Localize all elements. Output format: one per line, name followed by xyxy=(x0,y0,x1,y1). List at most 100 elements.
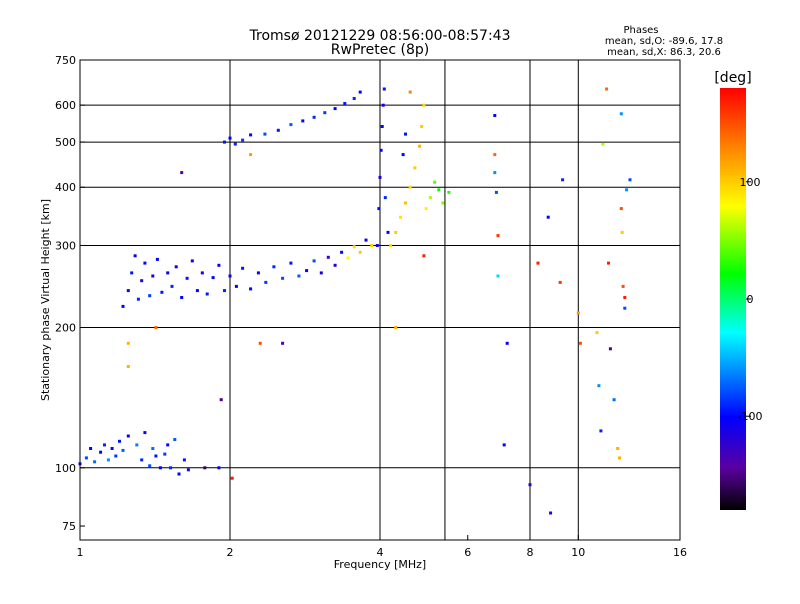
data-point xyxy=(619,207,623,211)
data-point xyxy=(203,466,207,470)
data-point xyxy=(493,114,497,117)
data-point xyxy=(110,447,114,450)
data-point xyxy=(358,250,362,254)
data-point xyxy=(301,119,305,123)
data-point xyxy=(605,87,609,91)
data-point xyxy=(382,87,386,91)
data-point xyxy=(326,255,330,259)
data-point xyxy=(272,265,276,269)
data-point xyxy=(408,90,412,94)
data-point xyxy=(166,271,170,275)
x-tick-label: 6 xyxy=(464,546,471,559)
data-point xyxy=(383,196,387,200)
data-point xyxy=(418,144,421,148)
data-point xyxy=(413,166,417,170)
data-point xyxy=(625,188,629,192)
data-point xyxy=(370,244,374,247)
data-point xyxy=(151,274,155,278)
colorbar-unit-label: [deg] xyxy=(714,70,751,86)
data-point xyxy=(597,384,601,388)
data-point xyxy=(186,468,190,472)
data-points xyxy=(78,87,632,515)
data-point xyxy=(211,276,215,280)
data-point xyxy=(118,439,121,443)
data-point xyxy=(623,296,627,299)
data-point xyxy=(190,259,194,263)
data-point xyxy=(323,111,327,115)
data-point xyxy=(126,341,130,345)
data-point xyxy=(217,466,221,470)
data-point xyxy=(620,230,624,234)
data-point xyxy=(174,265,178,269)
data-point xyxy=(447,190,451,194)
y-tick-label: 100 xyxy=(55,462,76,475)
data-point xyxy=(399,215,403,219)
data-point xyxy=(160,290,164,294)
y-axis-label: Stationary phase Virtual Height [km] xyxy=(39,199,52,401)
data-point xyxy=(496,274,500,278)
data-point xyxy=(126,365,130,368)
data-point xyxy=(437,188,441,192)
chart-subtitle: RwPretec (8p) xyxy=(331,42,429,58)
data-point xyxy=(166,443,170,447)
chart-title: Tromsø 20121229 08:56:00-08:57:43 xyxy=(249,28,511,44)
data-point xyxy=(401,153,405,157)
data-point xyxy=(177,472,181,476)
data-point xyxy=(281,276,285,280)
data-point xyxy=(494,190,498,194)
data-point xyxy=(263,132,267,136)
data-point xyxy=(528,483,532,487)
stats-x-mode: mean, sd,X: 86.3, 20.6 xyxy=(607,47,721,58)
colorbar-tick-label: 100 xyxy=(740,176,761,189)
data-point xyxy=(305,269,309,273)
data-point xyxy=(380,125,384,128)
data-point xyxy=(619,112,623,116)
data-point xyxy=(223,140,226,144)
colorbar-tick-label: -100 xyxy=(738,410,763,423)
data-point xyxy=(158,466,162,470)
data-point xyxy=(256,271,260,275)
data-point xyxy=(148,464,152,468)
data-point xyxy=(185,276,189,280)
data-point xyxy=(228,136,232,140)
data-point xyxy=(352,245,356,249)
y-tick-label: 300 xyxy=(55,239,76,252)
data-point xyxy=(505,341,509,345)
data-point xyxy=(121,304,125,308)
data-point xyxy=(536,261,540,265)
data-point xyxy=(404,132,407,136)
data-point xyxy=(281,341,285,345)
data-point xyxy=(264,280,268,284)
data-point xyxy=(148,294,152,298)
data-point xyxy=(182,458,186,462)
data-point xyxy=(258,341,262,345)
data-point xyxy=(386,230,390,234)
y-tick-label: 500 xyxy=(55,136,76,149)
data-point xyxy=(502,443,506,447)
data-point xyxy=(154,326,158,329)
data-point xyxy=(140,458,144,462)
data-point xyxy=(381,103,385,107)
data-point xyxy=(155,257,159,261)
data-point xyxy=(297,274,301,278)
data-point xyxy=(219,398,223,402)
data-point xyxy=(433,180,437,184)
data-point xyxy=(493,171,497,175)
data-point xyxy=(616,447,620,450)
data-point xyxy=(93,460,97,464)
data-point xyxy=(496,234,500,238)
y-tick-label: 750 xyxy=(55,54,76,67)
data-point xyxy=(151,447,155,450)
x-tick-label: 2 xyxy=(227,546,234,559)
data-point xyxy=(140,279,144,283)
data-point xyxy=(99,450,103,454)
data-point xyxy=(576,311,580,315)
data-point xyxy=(358,90,362,94)
data-point xyxy=(601,142,605,146)
data-point xyxy=(346,256,350,260)
data-point xyxy=(420,125,424,128)
data-point xyxy=(546,215,550,219)
data-point xyxy=(249,287,253,291)
data-point xyxy=(130,271,134,275)
